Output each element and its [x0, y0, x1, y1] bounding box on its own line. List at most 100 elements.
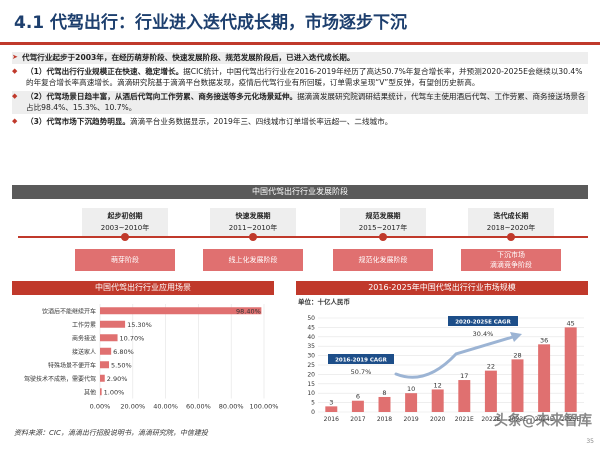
bar — [100, 347, 112, 355]
timeline-dot — [249, 233, 257, 241]
bullet-text: （2）代驾场景日趋丰富，从酒后代驾向工作劳累、商务接送等多元化场景延伸。据滴滴发… — [22, 91, 588, 114]
bullet-body-text: 据CIC统计，中国代驾出行行业在2016-2019年经历了高达50.7%年复合增… — [26, 66, 583, 88]
y-tick-label: 25 — [307, 362, 315, 369]
bullet-bold-text: （2）代驾场景日趋丰富，从酒后代驾向工作劳累、商务接送等多元化场景延伸。 — [26, 91, 298, 101]
bullet-bold-text: 代驾行业起步于2003年，在经历萌芽阶段、快速发展阶段、规范发展阶段后，已进入迭… — [22, 53, 355, 62]
stage-name: 起步初创期 — [107, 212, 143, 220]
trend-arrow — [394, 334, 518, 379]
data-label: 36 — [540, 336, 548, 344]
stage-box: 起步初创期 2003~2010年 — [82, 208, 168, 236]
category-label: 特殊场景不便开车 — [48, 361, 96, 369]
data-label: 6 — [356, 393, 360, 401]
cagr-box-2 — [448, 316, 518, 326]
data-label: 12 — [434, 381, 442, 389]
unit-label: 单位：十亿人民币 — [298, 297, 351, 306]
data-label: 17 — [460, 372, 468, 380]
category-label: 饮酒后不能继续开车 — [42, 307, 96, 315]
data-label: 10 — [407, 385, 415, 393]
cagr-value-2: 30.4% — [473, 330, 494, 338]
data-label: 45 — [567, 319, 575, 327]
bar — [405, 393, 418, 412]
data-label: 5.50% — [111, 361, 132, 369]
bullet-bold-text: （1）代驾出行行业规模正在快速、稳定增长。 — [26, 66, 184, 76]
x-tick-label: 0.00% — [90, 403, 111, 411]
scenario-bar-chart: 0.00% 20.00% 40.00% 60.00% 80.00% 100.00% 饮酒后不… — [24, 304, 279, 411]
cagr-box-1 — [328, 354, 394, 364]
bullet-text: （3）代驾市场下沉趋势明显。滴滴平台业务数据显示，2019年三、四线城市订单增长… — [22, 116, 588, 128]
x-tick-label: 40.00% — [153, 403, 178, 411]
bullet-item: ◆ （1）代驾出行行业规模正在快速、稳定增长。据CIC统计，中国代驾出行行业在20… — [12, 66, 588, 89]
bullet-marker-icon: ◆ — [12, 66, 18, 75]
bullet-body-text: 据滴滴发展研究院调研结果统计，代驾车主使用酒后代驾、工作劳累、商务接送场景各占比… — [26, 91, 586, 113]
stage-box: 规范发展期 2015~2017年 — [340, 208, 426, 236]
y-tick-label: 20 — [307, 371, 315, 378]
timeline-dot — [379, 233, 387, 241]
bullet-marker-icon: ➤ — [12, 53, 18, 61]
category-label: 工作劳累 — [72, 321, 96, 329]
bar — [100, 334, 118, 342]
cagr-value-1: 50.7% — [351, 368, 372, 376]
bullet-text: 代驾行业起步于2003年，在经历萌芽阶段、快速发展阶段、规范发展阶段后，已进入迭… — [22, 52, 588, 64]
stage-years: 2018~2020年 — [486, 224, 536, 232]
x-tick-label: 2018 — [377, 416, 392, 423]
phase-box: 线上化发展阶段 — [203, 249, 303, 271]
timeline-dot — [121, 233, 129, 241]
arrow-head-icon — [510, 332, 522, 342]
phase-box: 下沉市场 滴滴竞争阶段 — [461, 249, 561, 271]
bar — [100, 361, 110, 369]
watermark: 头条@未来智库 — [494, 413, 592, 429]
stage-name: 快速发展期 — [235, 212, 271, 220]
x-tick-label: 2025E — [561, 416, 580, 423]
x-tick-label: 2023E — [508, 416, 527, 423]
data-label: 22 — [487, 363, 495, 371]
stage-box: 快速发展期 2011~2010年 — [210, 208, 296, 236]
timeline-dot — [507, 233, 515, 241]
stage-years: 2015~2017年 — [358, 224, 408, 232]
cagr-label-2: 2020-2025E CAGR — [455, 320, 511, 326]
bar — [100, 388, 102, 396]
x-tick-label: 100.00% — [250, 403, 279, 411]
phase-box: 萌芽阶段 — [75, 249, 175, 271]
data-label: 15.30% — [127, 321, 152, 329]
data-label: 2.90% — [107, 375, 128, 383]
y-tick-label: 30 — [307, 353, 315, 360]
y-tick-label: 35 — [307, 343, 315, 350]
development-banner: 中国代驾出行行业发展阶段 — [12, 185, 588, 199]
bar — [511, 359, 524, 412]
bullet-item: ➤ 代驾行业起步于2003年，在经历萌芽阶段、快速发展阶段、规范发展阶段后，已进入… — [12, 52, 588, 64]
data-label: 28 — [513, 351, 521, 359]
stage-name: 迭代成长期 — [493, 212, 529, 220]
bullet-text: （1）代驾出行行业规模正在快速、稳定增长。据CIC统计，中国代驾出行行业在201… — [22, 66, 588, 89]
x-tick-label: 2021E — [455, 416, 474, 423]
x-tick-label: 2020 — [430, 416, 445, 423]
x-tick-label: 2022E — [481, 416, 500, 423]
bullet-marker-icon: ◆ — [12, 91, 18, 100]
bar — [431, 389, 444, 412]
stage-box: 迭代成长期 2018~2020年 — [468, 208, 554, 236]
category-label: 商务接送 — [72, 334, 96, 342]
bar — [100, 307, 262, 315]
source-note: 资料来源：CIC，滴滴出行招股说明书，滴滴研究院，中信建投 — [14, 429, 208, 437]
bar — [564, 327, 577, 412]
stage-name: 规范发展期 — [365, 212, 401, 220]
x-tick-label: 80.00% — [219, 403, 244, 411]
bullet-list: ➤ 代驾行业起步于2003年，在经历萌芽阶段、快速发展阶段、规范发展阶段后，已进入… — [12, 52, 588, 129]
category-label: 接送家人 — [72, 348, 96, 356]
bullet-marker-icon: ◆ — [12, 116, 18, 125]
x-tick-label: 2017 — [350, 416, 365, 423]
data-label: 6.80% — [113, 348, 134, 356]
stage-years: 2011~2010年 — [228, 224, 278, 232]
x-tick-label: 2016 — [324, 416, 339, 423]
cagr-label-1: 2016-2019 CAGR — [335, 358, 388, 364]
bullet-item: ◆ （3）代驾市场下沉趋势明显。滴滴平台业务数据显示，2019年三、四线城市订单增… — [12, 116, 588, 128]
market-size-bar-chart: 单位：十亿人民币 0 5 10 15 20 25 30 35 40 45 50 3 2016 6 2017 8 2… — [298, 297, 584, 423]
category-label: 其他 — [84, 388, 96, 396]
y-tick-label: 0 — [311, 409, 315, 416]
x-tick-label: 60.00% — [186, 403, 211, 411]
y-tick-label: 40 — [307, 334, 315, 341]
x-tick-label: 2019 — [403, 416, 418, 423]
category-label: 驾驶技术不成熟，需要代驾 — [24, 375, 96, 383]
data-label: 8 — [382, 389, 386, 397]
data-label: 10.70% — [120, 334, 145, 342]
x-tick-label: 20.00% — [120, 403, 145, 411]
